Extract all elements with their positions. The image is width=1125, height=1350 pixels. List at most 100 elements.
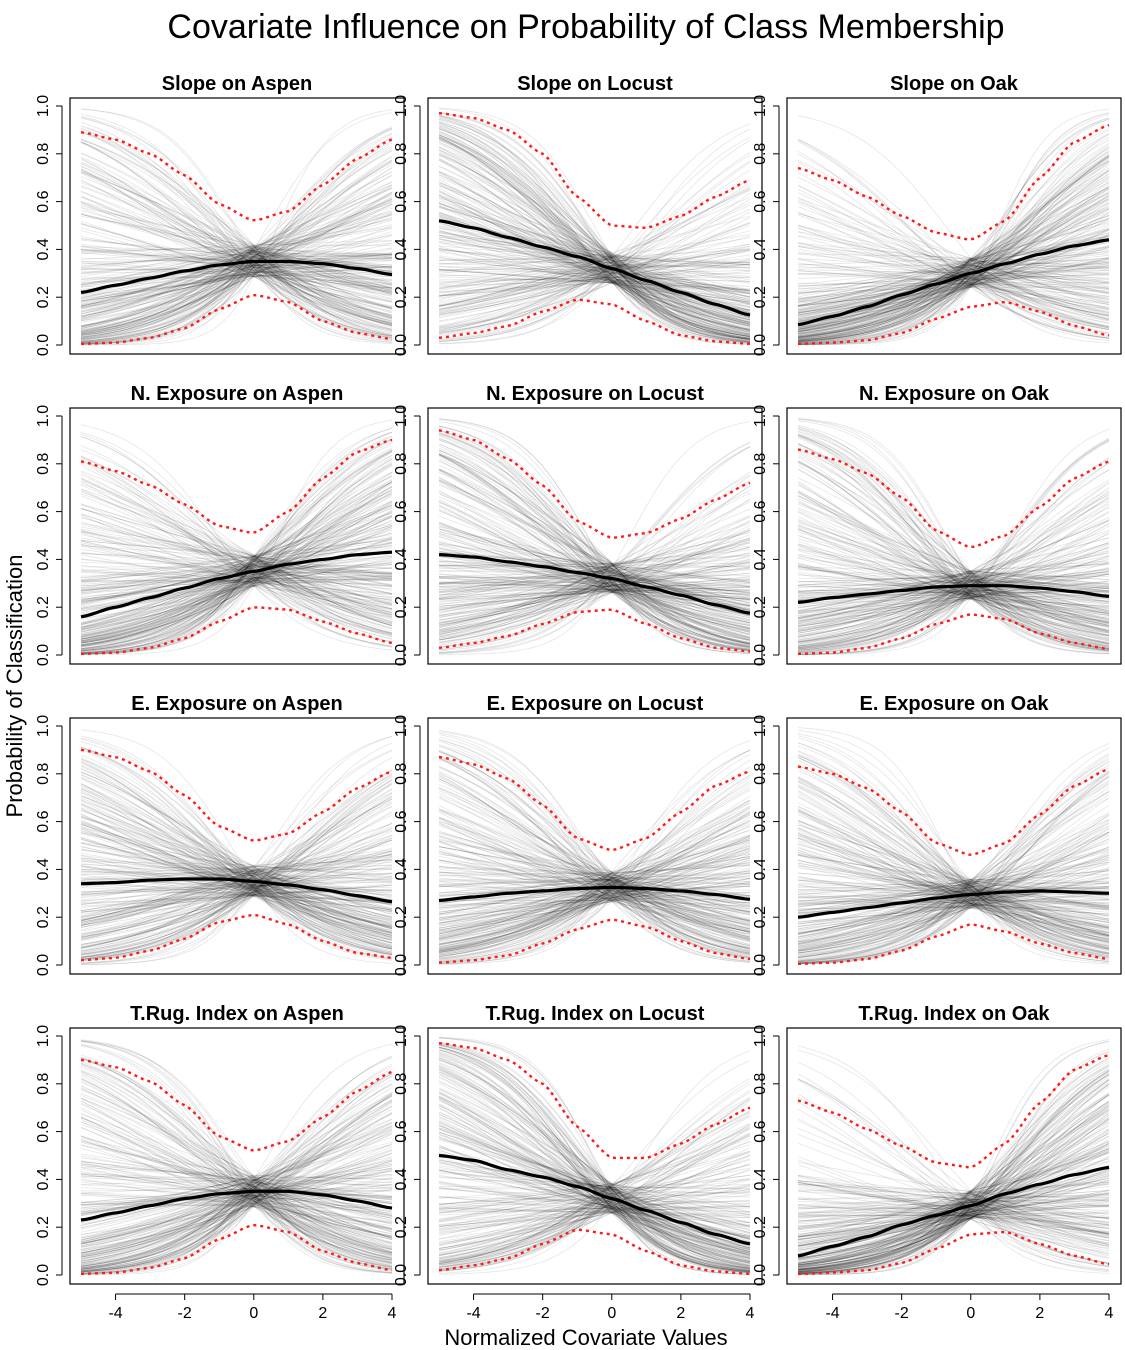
posterior-draw-line [80,846,393,920]
posterior-draw-line [797,882,1110,909]
posterior-draw-line [80,816,393,930]
x-tick-label: 2 [676,1305,685,1322]
posterior-draw-line [80,188,393,340]
posterior-draw-line [797,884,1110,912]
posterior-draw-line [797,266,1110,314]
posterior-draw-line [80,1173,393,1241]
posterior-draw-line [80,267,393,312]
posterior-draw-line [797,503,1110,649]
posterior-draw-line [438,745,751,959]
posterior-draw-line [797,198,1110,338]
posterior-draw-line [438,499,751,635]
posterior-draw-line [438,434,751,649]
posterior-draw-line [80,244,393,315]
posterior-draw-line [797,440,1110,655]
posterior-draw-line [438,135,751,340]
posterior-draw-line [438,432,751,651]
posterior-draw-line [797,859,1110,943]
posterior-draw-line [438,227,751,304]
posterior-draw-line [438,515,751,635]
posterior-draw-line [80,573,393,608]
posterior-draw-line [80,1073,393,1274]
posterior-draw-line [797,882,1110,914]
posterior-draw-line [797,874,1110,934]
posterior-draw-line [80,1073,393,1274]
posterior-draw-line [797,569,1110,622]
posterior-draw-line [438,1184,751,1249]
posterior-draw-line [438,580,751,599]
posterior-draw-line [438,135,751,338]
posterior-draw-line [797,582,1110,604]
posterior-draw-line [797,435,1110,648]
posterior-draw-line [438,195,751,323]
posterior-draw-line [797,169,1110,339]
posterior-draw-line [80,758,393,955]
posterior-draw-line [438,1192,751,1227]
posterior-draw-line [438,264,751,294]
posterior-draw-line [80,1165,393,1257]
posterior-draw-line [797,854,1110,945]
posterior-draw-line [80,788,393,958]
x-tick-label: -4 [466,1305,480,1322]
posterior-draw-line [438,1111,751,1270]
posterior-draw-line [438,1083,751,1261]
posterior-draw-line [438,1065,751,1270]
posterior-draw-line [80,553,393,600]
posterior-draw-line [80,1189,393,1250]
posterior-draw-line [797,138,1110,339]
posterior-draw-line [80,252,393,294]
posterior-draw-line [797,510,1110,631]
posterior-draw-line [438,172,751,324]
posterior-draw-line [80,546,393,628]
posterior-draw-line [797,173,1110,338]
posterior-draw-line [797,235,1110,315]
posterior-draw-line [438,734,751,962]
posterior-draw-line [80,1162,393,1245]
posterior-draw-line [438,830,751,953]
y-tick-label: 0.8 [35,1073,52,1095]
posterior-draw-line [438,1164,751,1254]
posterior-draw-line [80,795,393,939]
posterior-draw-line [80,839,393,938]
posterior-draw-line [438,469,751,640]
posterior-draw-line [797,199,1110,336]
posterior-draw-line [438,846,751,930]
posterior-draw-line [797,523,1110,644]
posterior-draw-line [438,836,751,951]
posterior-draw-line [797,901,1109,910]
posterior-draw-line [80,791,393,938]
posterior-draw-line [797,883,1110,911]
posterior-draw-line [438,871,751,925]
posterior-draw-line [80,274,393,279]
posterior-draw-line [797,248,1110,322]
posterior-draw-line [80,1176,393,1248]
posterior-draw-line [438,548,751,607]
posterior-draw-line [438,1044,751,1272]
posterior-draw-line [438,847,751,937]
y-tick-label: 1.0 [35,1025,52,1047]
posterior-draw-line [797,160,1110,342]
posterior-draw-line [797,899,1110,904]
posterior-draw-line [438,1188,751,1227]
posterior-draw-line [797,511,1110,650]
posterior-draw-line [797,497,1110,649]
posterior-draw-line [80,828,393,948]
posterior-draw-line [80,267,393,286]
posterior-draw-line [797,1114,1110,1271]
posterior-draw-line [80,436,393,654]
posterior-draw-line [797,1120,1110,1264]
posterior-draw-line [80,1179,393,1226]
posterior-draw-line [80,1179,393,1225]
posterior-draw-line [797,835,1110,937]
posterior-draw-line [438,183,751,331]
y-axis: 0.00.20.40.60.81.0 [35,405,63,666]
panel-title: N. Exposure on Locust [486,383,704,405]
posterior-draw-line [438,227,751,321]
posterior-draw-line [438,576,751,607]
posterior-draw-line [80,207,393,310]
posterior-draw-line [797,814,1110,937]
posterior-draw-line [797,590,1110,610]
posterior-draw-line [80,444,393,654]
posterior-draw-line [80,534,393,625]
posterior-draw-line [80,503,393,627]
